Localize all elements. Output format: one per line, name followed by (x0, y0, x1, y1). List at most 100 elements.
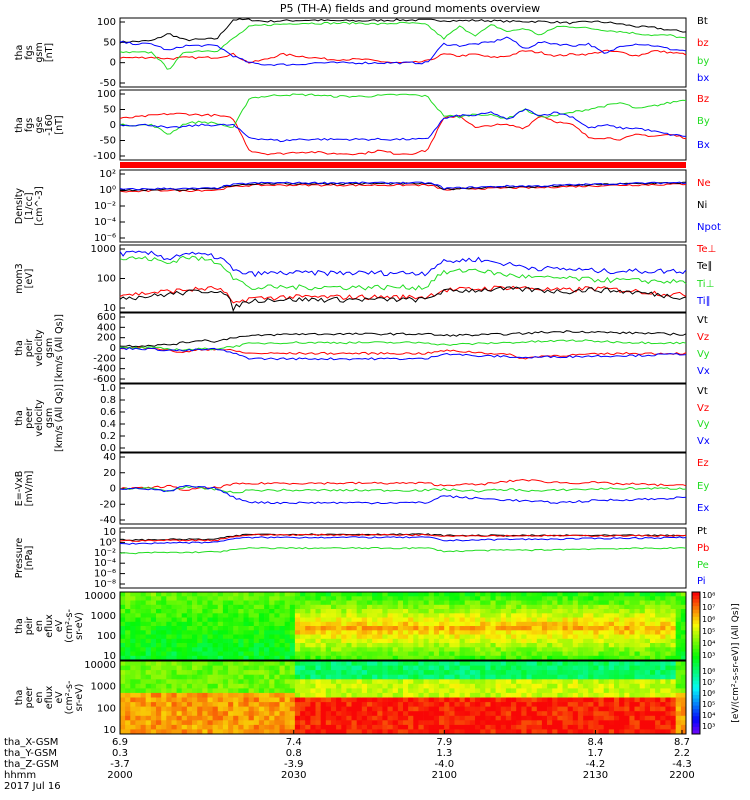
heatmap-cell (279, 634, 285, 640)
heatmap-cell (650, 674, 656, 680)
heatmap-cell (418, 617, 424, 623)
heatmap-cell (392, 638, 399, 644)
heatmap-cell (140, 679, 147, 685)
heatmap-cell (336, 609, 342, 614)
heatmap-cell (202, 626, 208, 631)
heatmap-cell (593, 724, 599, 730)
y-axis-label: fgs (24, 45, 35, 59)
heatmap-cell (469, 674, 476, 680)
heatmap-cell (212, 655, 219, 661)
heatmap-cell (629, 683, 635, 689)
heatmap-cell (413, 715, 419, 721)
heatmap-cell (516, 665, 522, 671)
heatmap-cell (475, 609, 481, 614)
heatmap-cell (403, 592, 409, 597)
heatmap-cell (490, 643, 496, 648)
heatmap-cell (588, 604, 594, 610)
heatmap-cell (150, 600, 157, 606)
heatmap-cell (557, 621, 563, 627)
heatmap-cell (480, 729, 486, 735)
heatmap-cell (233, 670, 239, 676)
heatmap-cell (660, 692, 666, 698)
heatmap-cell (156, 706, 162, 712)
heatmap-cell (598, 651, 604, 657)
heatmap-cell (264, 674, 270, 680)
heatmap-cell (485, 702, 491, 708)
heatmap-cell (577, 609, 584, 614)
heatmap-cell (444, 592, 450, 597)
heatmap-cell (403, 596, 409, 601)
heatmap-cell (516, 604, 522, 610)
heatmap-cell (181, 647, 188, 652)
heatmap-cell (212, 670, 219, 676)
series-line-Bt (119, 18, 687, 44)
heatmap-cell (634, 647, 640, 652)
heatmap-cell (454, 604, 460, 610)
heatmap-cell (325, 655, 332, 661)
heatmap-cell (382, 638, 388, 644)
heatmap-cell (176, 596, 183, 601)
heatmap-cell (202, 697, 208, 703)
heatmap-cell (459, 604, 466, 610)
heatmap-cell (197, 683, 203, 689)
heatmap-cell (372, 679, 378, 685)
heatmap-cell (593, 626, 599, 631)
heatmap-cell (505, 592, 512, 597)
heatmap-cell (629, 688, 635, 694)
heatmap-cell (614, 643, 620, 648)
heatmap-cell (511, 715, 517, 721)
heatmap-cell (325, 604, 332, 610)
heatmap-cell (629, 647, 635, 652)
legend-Ex: Ex (697, 503, 709, 514)
heatmap-cell (680, 679, 687, 685)
heatmap-cell (269, 638, 275, 644)
heatmap-cell (289, 720, 296, 726)
heatmap-cell (588, 647, 594, 652)
heatmap-cell (161, 720, 167, 726)
heatmap-cell (475, 706, 481, 712)
heatmap-cell (222, 651, 229, 657)
heatmap-cell (464, 613, 471, 618)
heatmap-cell (274, 706, 280, 712)
heatmap-cell (650, 643, 656, 648)
heatmap-cell (279, 596, 285, 601)
heatmap-cell (536, 638, 543, 644)
heatmap-cell (505, 688, 512, 694)
heatmap-cell (418, 600, 424, 606)
heatmap-cell (608, 634, 615, 640)
heatmap-cell (485, 665, 491, 671)
heatmap-cell (624, 697, 630, 703)
heatmap-cell (619, 596, 625, 601)
heatmap-cell (598, 613, 604, 618)
heatmap-cell (135, 651, 141, 657)
heatmap-cell (588, 720, 594, 726)
heatmap-cell (341, 647, 347, 652)
heatmap-cell (403, 679, 409, 685)
y-axis-label: eV (54, 619, 65, 632)
heatmap-cell (181, 706, 188, 712)
heatmap-cell (217, 655, 224, 661)
heatmap-cell (562, 634, 568, 640)
heatmap-cell (619, 720, 625, 726)
heatmap-cell (413, 643, 419, 648)
heatmap-cell (444, 634, 450, 640)
heatmap-cell (557, 626, 563, 631)
heatmap-cell (310, 702, 316, 708)
heatmap-cell (459, 647, 466, 652)
heatmap-cell (454, 720, 460, 726)
heatmap-cell (120, 715, 126, 721)
heatmap-cell (557, 655, 563, 661)
heatmap-cell (655, 724, 661, 730)
heatmap-cell (439, 706, 445, 712)
heatmap-cell (511, 613, 517, 618)
heatmap-cell (505, 729, 512, 735)
heatmap-cell (603, 665, 610, 671)
heatmap-cell (207, 592, 213, 597)
heatmap-cell (356, 630, 363, 635)
heatmap-cell (650, 634, 656, 640)
y-tick-label: 0.2 (100, 431, 116, 442)
heatmap-cell (274, 638, 280, 644)
heatmap-cell (655, 665, 661, 671)
heatmap-cell (387, 604, 394, 610)
